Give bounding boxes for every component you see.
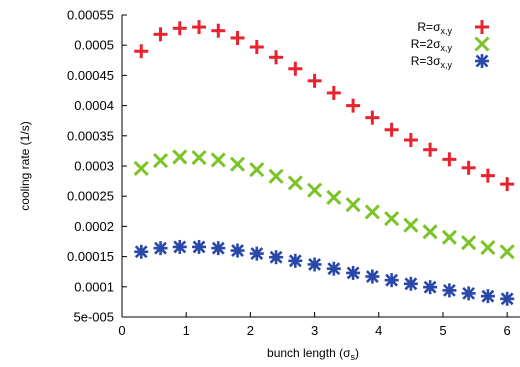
x-tick-label: 5 [439,323,446,338]
ticks: 5e-005 0.0001 0.00015 0.0002 0.00025 0.0003 0.… [67,8,511,339]
data-point [422,224,438,240]
x-tick-label: 6 [504,323,511,338]
legend-label: R=σx,y [417,20,452,36]
data-point [211,23,226,38]
x-tick-label: 1 [183,323,190,338]
legend-item: R=2σx,y [411,36,490,53]
data-point [307,257,322,272]
data-point [364,204,380,220]
x-tick-label: 3 [311,323,318,338]
y-tick-label: 0.00035 [67,128,114,143]
y-tick-label: 0.00045 [67,68,114,83]
data-point [134,244,149,259]
data-point [346,265,361,280]
data-point [249,40,264,55]
data-point [249,162,265,178]
y-tick-label: 0.00025 [67,189,114,204]
data-point [423,142,438,157]
data-point [191,149,207,166]
data-point [384,210,400,227]
legend: R=σx,yR=2σx,yR=3σx,y [411,20,490,70]
legend-marker [475,54,489,68]
y-tick-label: 5e-005 [74,310,114,325]
data-point [423,280,438,295]
data-point [192,20,207,35]
data-point [307,73,322,88]
data-point [326,85,341,100]
data-point [269,50,284,65]
data-point [230,243,245,258]
data-point [269,250,284,265]
legend-label: R=2σx,y [411,37,453,53]
data-point [153,27,168,42]
data-point [403,276,418,291]
y-tick-label: 0.0003 [74,159,114,174]
data-point [326,261,341,276]
legend-marker [474,36,490,52]
data-point [346,98,361,113]
data-point [152,153,169,169]
data-point [172,21,187,36]
data-point [307,182,323,198]
legend-item: R=σx,y [417,20,489,36]
data-point [480,239,496,256]
data-point [461,160,476,175]
data-point [403,217,419,233]
data-point [153,241,168,256]
y-tick-label: 0.0001 [74,279,114,294]
series-1 [134,20,515,192]
data-point [172,239,187,254]
data-point [288,253,303,268]
data-point [268,168,284,184]
data-point [365,110,380,125]
data-point [461,286,476,301]
data-point [365,269,380,284]
data-point [500,291,515,306]
y-tick-label: 0.0002 [74,219,114,234]
data-point [441,229,457,245]
y-tick-label: 0.00015 [67,249,114,264]
data-point [384,122,399,137]
y-tick-label: 0.00055 [67,8,114,23]
legend-label: R=3σx,y [411,54,453,70]
y-axis-label: cooling rate (1/s) [18,121,32,210]
data-point [326,189,342,205]
data-point [192,239,207,254]
axes [121,15,520,318]
legend-marker [475,20,489,34]
x-tick-label: 4 [375,323,382,338]
data-point [480,289,495,304]
data-point [288,61,303,76]
x-tick-label: 2 [247,323,254,338]
data-point [499,244,515,260]
x-axis-label: bunch length (σs) [267,346,359,362]
data-point [442,283,457,298]
data-marks [133,20,515,306]
series-2 [133,149,515,260]
data-point [345,197,361,213]
data-point [210,152,226,168]
data-point [134,44,149,59]
legend-item: R=3σx,y [411,54,489,70]
data-point [211,241,226,256]
data-point [442,152,457,167]
data-point [133,160,149,176]
y-tick-label: 0.0005 [74,38,114,53]
series-3 [134,239,515,306]
data-point [230,30,245,45]
data-point [229,156,246,172]
data-point [287,175,303,191]
data-point [249,246,264,261]
x-tick-label: 0 [118,323,125,338]
data-point [480,168,495,183]
data-point [461,235,477,251]
data-point [403,133,418,148]
data-point [500,177,515,192]
y-tick-label: 0.0004 [74,98,114,113]
data-point [384,273,399,288]
data-point [172,149,188,165]
